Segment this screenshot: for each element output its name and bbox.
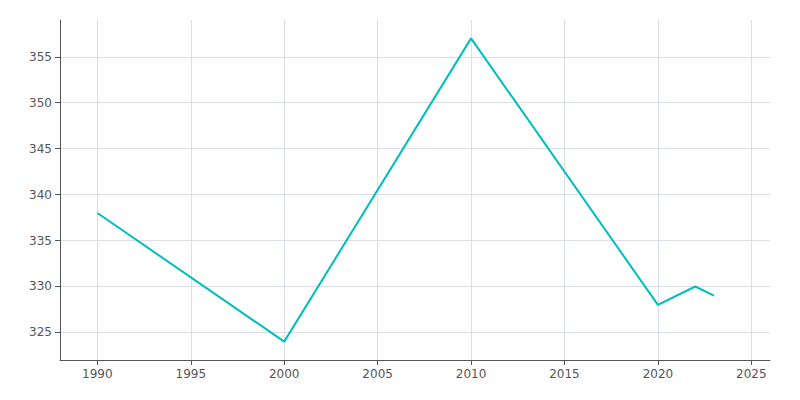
svg-text:2000: 2000 (269, 367, 300, 381)
svg-text:325: 325 (29, 325, 52, 339)
svg-text:345: 345 (29, 142, 52, 156)
svg-text:340: 340 (29, 188, 52, 202)
svg-text:2015: 2015 (549, 367, 580, 381)
svg-text:2010: 2010 (456, 367, 487, 381)
svg-text:1995: 1995 (176, 367, 207, 381)
svg-text:2020: 2020 (643, 367, 674, 381)
svg-text:350: 350 (29, 96, 52, 110)
svg-text:2025: 2025 (736, 367, 767, 381)
svg-text:330: 330 (29, 279, 52, 293)
svg-text:355: 355 (29, 50, 52, 64)
svg-text:335: 335 (29, 234, 52, 248)
svg-text:2005: 2005 (362, 367, 393, 381)
svg-text:1990: 1990 (82, 367, 113, 381)
